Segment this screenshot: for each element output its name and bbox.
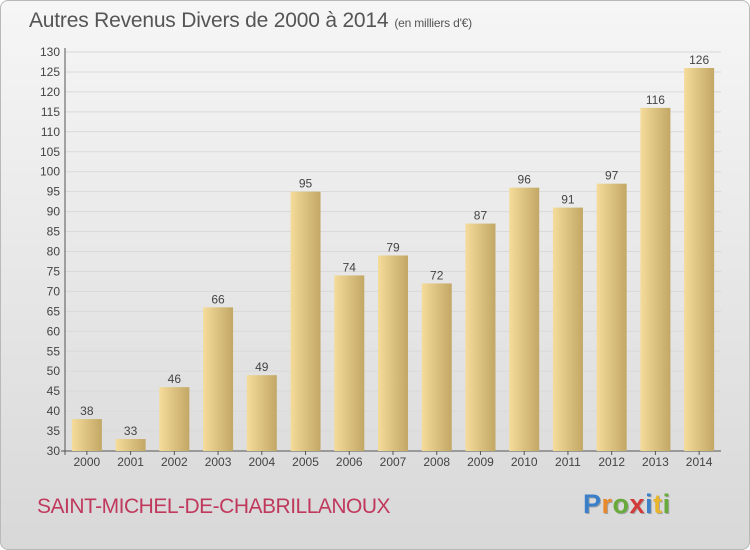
data-label: 74 — [343, 260, 357, 274]
x-tick-label: 2001 — [117, 455, 144, 469]
logo-letter: x — [629, 489, 646, 519]
bar — [640, 107, 671, 452]
data-label: 87 — [474, 209, 488, 223]
y-tick-label: 45 — [47, 384, 61, 398]
y-tick-labels: 30 35 40 45 50 55 60 65 70 75 80 85 90 95 100 105 110 115… — [40, 45, 60, 458]
logo-letter: P — [583, 489, 602, 519]
bar — [159, 387, 190, 451]
proxiti-logo: Proxiti — [583, 489, 671, 520]
y-tick-label: 70 — [47, 284, 61, 298]
bar — [684, 67, 715, 452]
bar — [421, 283, 452, 451]
bar — [596, 183, 627, 452]
x-tick-label: 2002 — [161, 455, 188, 469]
y-tick-label: 110 — [41, 125, 60, 139]
bar — [115, 439, 146, 451]
x-tick-labels: 2000 2001 2002 2003 2004 2005 2006 2007 2008 2009… — [74, 455, 713, 469]
y-tick-label: 130 — [40, 45, 60, 59]
x-tick-label: 2011 — [555, 455, 581, 469]
data-label: 79 — [386, 240, 400, 254]
x-tick-label: 2000 — [74, 455, 101, 469]
logo-letter: i — [662, 489, 671, 519]
y-tick-label: 95 — [47, 185, 61, 199]
y-tick-label: 100 — [40, 165, 60, 179]
data-label: 91 — [561, 193, 575, 207]
data-label: 46 — [168, 372, 182, 386]
y-tick-label: 125 — [40, 65, 60, 79]
data-label: 97 — [605, 169, 619, 183]
x-tick-label: 2010 — [511, 455, 538, 469]
y-tick-label: 30 — [47, 444, 61, 458]
chart-subtitle: (en milliers d'€) — [394, 16, 472, 30]
y-tick-label: 35 — [47, 424, 61, 438]
data-label: 33 — [124, 424, 138, 438]
bar — [465, 223, 496, 451]
bar — [203, 307, 234, 451]
x-tick-label: 2003 — [205, 455, 232, 469]
logo-letter: r — [601, 489, 613, 519]
x-tick-label: 2004 — [248, 455, 275, 469]
y-tick-label: 65 — [47, 304, 61, 318]
logo-letter: t — [653, 489, 663, 519]
bar — [71, 419, 102, 451]
data-label: 116 — [646, 93, 665, 107]
data-label: 49 — [255, 360, 269, 374]
bar — [378, 255, 408, 451]
y-tick-label: 90 — [47, 205, 61, 219]
bar — [290, 191, 321, 451]
data-label: 126 — [689, 53, 709, 67]
bar — [509, 187, 540, 451]
chart-title: Autres Revenus Divers de 2000 à 2014 (en … — [29, 9, 472, 33]
y-tick-label: 55 — [47, 344, 61, 358]
y-tick-label: 115 — [41, 105, 60, 119]
y-tick-label: 60 — [47, 324, 61, 338]
x-tick-label: 2014 — [686, 455, 713, 469]
x-tick-label: 2007 — [380, 455, 407, 469]
bar — [334, 275, 365, 451]
x-tick-label: 2006 — [336, 455, 363, 469]
x-tick-label: 2008 — [423, 455, 450, 469]
chart-title-text: Autres Revenus Divers de 2000 à 2014 — [29, 9, 389, 32]
bar — [552, 207, 583, 451]
data-labels: 38 33 46 66 49 95 74 79 72 87 96 91 97 116 126 — [80, 53, 709, 438]
y-tick-label: 75 — [47, 264, 61, 278]
y-tick-label: 105 — [40, 145, 60, 159]
x-tick-label: 2013 — [642, 455, 669, 469]
y-tick-label: 50 — [47, 364, 61, 378]
data-label: 38 — [80, 404, 94, 418]
bars — [71, 67, 715, 452]
data-label: 66 — [211, 292, 225, 306]
data-label: 95 — [299, 177, 313, 191]
y-tick-label: 80 — [47, 245, 61, 259]
commune-name: SAINT-MICHEL-DE-CHABRILLANOUX — [37, 495, 391, 518]
x-tick-label: 2005 — [292, 455, 319, 469]
logo-letter: i — [645, 489, 654, 519]
y-tick-label: 40 — [47, 404, 61, 418]
y-tick-label: 120 — [40, 85, 60, 99]
bar — [246, 375, 277, 451]
data-label: 72 — [430, 268, 444, 282]
x-tick-label: 2012 — [598, 455, 625, 469]
logo-letter: o — [612, 489, 630, 519]
x-tick-label: 2009 — [467, 455, 494, 469]
y-tick-label: 85 — [47, 225, 61, 239]
data-label: 96 — [518, 173, 532, 187]
